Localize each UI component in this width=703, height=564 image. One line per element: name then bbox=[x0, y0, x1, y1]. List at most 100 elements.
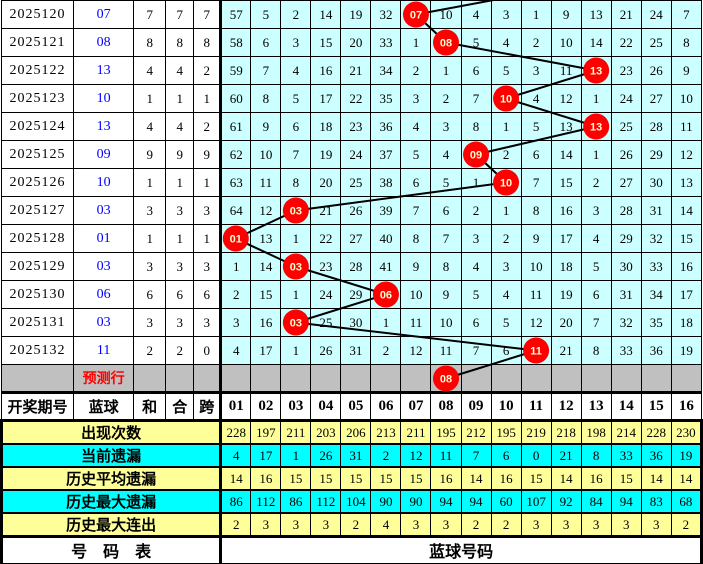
omission-cell: 1 bbox=[400, 28, 432, 57]
omission-cell: 27 bbox=[640, 84, 672, 113]
stats-value-cell: 0 bbox=[520, 443, 552, 468]
omission-cell: 6 bbox=[580, 280, 612, 309]
omission-cell: 17 bbox=[310, 84, 342, 113]
stats-value-cell: 212 bbox=[460, 419, 492, 445]
omission-cell: 4 bbox=[580, 224, 612, 253]
stats-value-cell: 86 bbox=[280, 489, 312, 514]
omission-cell: 1 bbox=[490, 112, 522, 141]
omission-cell: 8 bbox=[670, 28, 703, 57]
stats-value-cell: 4 bbox=[219, 443, 252, 468]
he-cell: 4 bbox=[133, 112, 167, 141]
stats-value-cell: 228 bbox=[640, 419, 672, 445]
footer-blue-numbers-label: 蓝球号码 bbox=[219, 535, 703, 564]
omission-cell: 30 bbox=[610, 252, 642, 281]
prediction-empty-cell bbox=[165, 364, 195, 393]
omission-cell: 1 bbox=[280, 336, 312, 365]
stats-value-cell: 228 bbox=[219, 419, 252, 445]
omission-cell: 14 bbox=[310, 0, 342, 29]
stats-value-cell: 12 bbox=[400, 443, 432, 468]
kua-cell: 2 bbox=[193, 112, 222, 141]
stats-value-cell: 11 bbox=[430, 443, 462, 468]
he-cell: 3 bbox=[133, 308, 167, 337]
stats-label: 出现次数 bbox=[0, 419, 222, 445]
stats-value-cell: 195 bbox=[430, 419, 462, 445]
stats-value-cell: 92 bbox=[550, 489, 582, 514]
draw-row: 2025122 13 4 4 2 59 7 4 16 21 34 2 1 6 5 3 11 23 26 9 bbox=[0, 56, 703, 85]
omission-cell: 17 bbox=[250, 336, 282, 365]
omission-cell: 26 bbox=[610, 140, 642, 169]
stats-value-cell: 230 bbox=[670, 419, 703, 445]
stats-row: 当前遗漏 4 17 1 26 31 2 12 11 7 6 0 21 8 33 36 19 bbox=[0, 443, 703, 468]
kua-cell: 7 bbox=[193, 0, 222, 29]
omission-cell: 8 bbox=[430, 252, 462, 281]
omission-cell: 4 bbox=[520, 84, 552, 113]
kua-cell: 1 bbox=[193, 168, 222, 197]
draw-row: 2025120 07 7 7 7 57 5 2 14 19 32 10 4 3 1 9 13 21 24 7 bbox=[0, 0, 703, 29]
stats-value-cell: 21 bbox=[550, 443, 582, 468]
omission-cell: 4 bbox=[460, 252, 492, 281]
he-cell: 6 bbox=[133, 280, 167, 309]
issue-cell: 2025129 bbox=[0, 252, 75, 281]
omission-cell: 1 bbox=[460, 168, 492, 197]
omission-cell: 2 bbox=[370, 336, 402, 365]
omission-cell bbox=[280, 196, 312, 225]
omission-cell: 5 bbox=[520, 112, 552, 141]
omission-cell: 11 bbox=[670, 112, 703, 141]
he-cell: 1 bbox=[133, 224, 167, 253]
omission-cell bbox=[400, 0, 432, 29]
stats-value-cell: 3 bbox=[280, 512, 312, 538]
omission-cell: 5 bbox=[490, 308, 522, 337]
omission-cell: 3 bbox=[400, 84, 432, 113]
omission-cell: 59 bbox=[219, 56, 252, 85]
prediction-grid-cell bbox=[280, 364, 312, 393]
prediction-empty-cell bbox=[193, 364, 222, 393]
omission-cell: 5 bbox=[460, 280, 492, 309]
stats-value-cell: 1 bbox=[280, 443, 312, 468]
omission-cell: 63 bbox=[219, 168, 252, 197]
hezhi-column-header: 合 bbox=[165, 391, 195, 422]
omission-cell: 7 bbox=[250, 56, 282, 85]
omission-cell: 22 bbox=[610, 28, 642, 57]
omission-cell bbox=[460, 140, 492, 169]
omission-cell: 18 bbox=[310, 112, 342, 141]
omission-cell: 38 bbox=[370, 168, 402, 197]
ball-number-header: 06 bbox=[370, 391, 402, 422]
omission-cell: 57 bbox=[219, 0, 252, 29]
prediction-grid-cell bbox=[370, 364, 402, 393]
issue-cell: 2025132 bbox=[0, 336, 75, 365]
omission-cell: 10 bbox=[430, 308, 462, 337]
blue-number-cell: 10 bbox=[73, 84, 135, 113]
he-cell: 7 bbox=[133, 0, 167, 29]
stats-value-cell: 211 bbox=[280, 419, 312, 445]
omission-cell: 34 bbox=[370, 56, 402, 85]
stats-value-cell: 16 bbox=[490, 466, 522, 491]
ball-number-header: 07 bbox=[400, 391, 432, 422]
stats-value-cell: 15 bbox=[520, 466, 552, 491]
omission-cell: 7 bbox=[280, 140, 312, 169]
stats-value-cell: 15 bbox=[610, 466, 642, 491]
stats-value-cell: 31 bbox=[340, 443, 372, 468]
omission-cell: 10 bbox=[430, 0, 462, 29]
omission-cell: 6 bbox=[460, 308, 492, 337]
omission-cell bbox=[280, 308, 312, 337]
prediction-grid-cell bbox=[670, 364, 703, 393]
omission-cell: 5 bbox=[400, 140, 432, 169]
omission-cell: 8 bbox=[280, 168, 312, 197]
kua-cell: 3 bbox=[193, 196, 222, 225]
omission-cell: 31 bbox=[340, 336, 372, 365]
he-cell: 1 bbox=[133, 168, 167, 197]
omission-cell: 12 bbox=[550, 84, 582, 113]
stats-value-cell: 206 bbox=[340, 419, 372, 445]
prediction-grid-cell bbox=[400, 364, 432, 393]
omission-cell: 8 bbox=[400, 224, 432, 253]
omission-cell: 1 bbox=[280, 280, 312, 309]
omission-cell: 9 bbox=[520, 224, 552, 253]
omission-cell: 39 bbox=[370, 196, 402, 225]
omission-cell: 7 bbox=[400, 196, 432, 225]
omission-cell: 29 bbox=[340, 280, 372, 309]
draw-row: 2025124 13 4 4 2 61 9 6 18 23 36 4 3 8 1 5 13 25 28 11 bbox=[0, 112, 703, 141]
issue-cell: 2025124 bbox=[0, 112, 75, 141]
omission-cell: 13 bbox=[670, 168, 703, 197]
ball-number-header: 12 bbox=[550, 391, 582, 422]
omission-cell: 6 bbox=[460, 56, 492, 85]
